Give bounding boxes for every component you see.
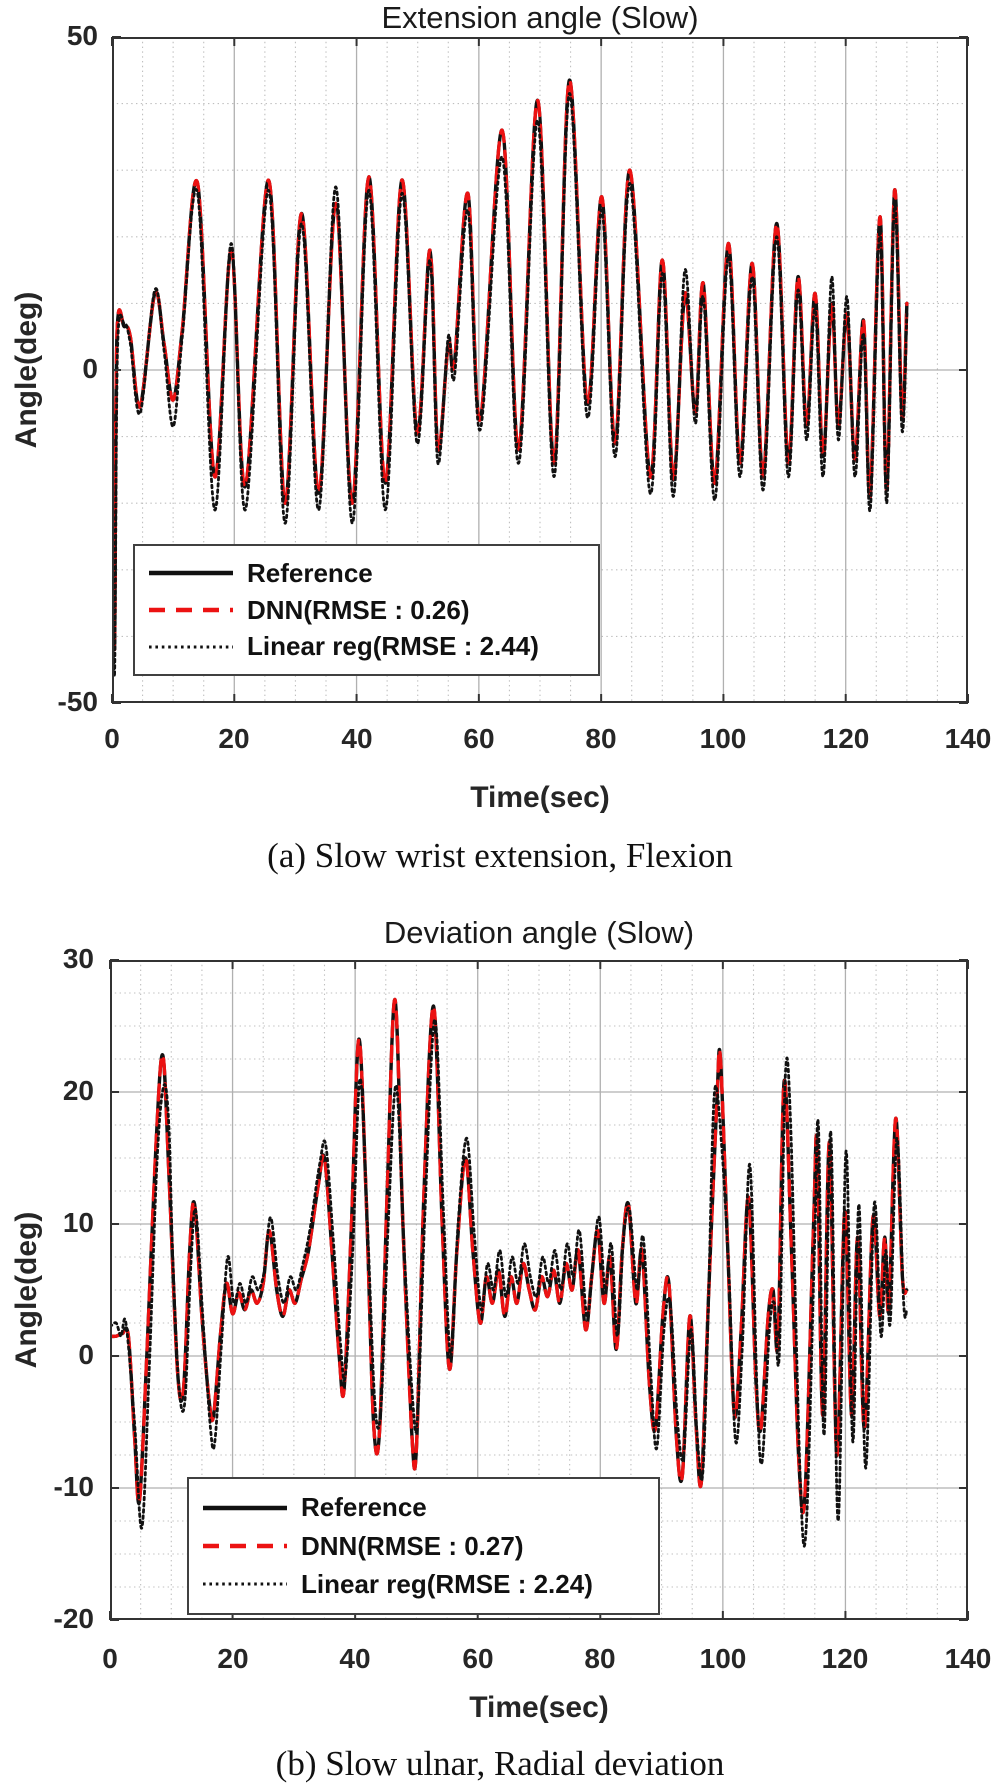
legend-label: Reference — [301, 1492, 427, 1523]
dotted-line-icon — [149, 645, 233, 649]
dashed-line-icon — [149, 607, 233, 613]
x-tick-label: 20 — [218, 723, 250, 754]
legend-label: DNN(RMSE : 0.26) — [247, 594, 470, 625]
legend-b: Reference DNN(RMSE : 0.27) Linear reg(RM… — [187, 1477, 660, 1615]
legend-item-dnn: DNN(RMSE : 0.27) — [199, 1531, 648, 1562]
x-tick-label: 40 — [341, 723, 373, 754]
deviation-angle-chart — [109, 959, 969, 1621]
legend-label: Linear reg(RMSE : 2.24) — [301, 1568, 593, 1599]
dashed-line-icon — [203, 1543, 287, 1549]
series-dotted — [112, 92, 909, 678]
series-dotted — [110, 1018, 909, 1548]
y-axis-label: Angle(deg) — [10, 291, 43, 449]
x-tick-label: 120 — [821, 1643, 869, 1674]
x-tick-label: 0 — [104, 723, 120, 754]
legend-a: Reference DNN(RMSE : 0.26) Linear reg(RM… — [133, 544, 600, 676]
x-tick-label: 140 — [944, 723, 992, 754]
legend-item-linear-reg: Linear reg(RMSE : 2.24) — [199, 1569, 648, 1600]
y-axis-label: Angle(deg) — [10, 1211, 43, 1369]
y-tick-label: 0 — [78, 1339, 94, 1370]
x-tick-label: 100 — [699, 1643, 747, 1674]
legend-item-reference: Reference — [145, 558, 588, 589]
series-dashed — [110, 997, 909, 1515]
x-tick-label: 20 — [217, 1643, 249, 1674]
y-tick-label: -20 — [53, 1603, 94, 1634]
y-tick-label: 30 — [62, 943, 94, 974]
y-tick-label: 50 — [66, 20, 98, 51]
x-tick-label: 120 — [822, 723, 870, 754]
y-tick-label: -50 — [57, 686, 98, 717]
y-tick-label: 20 — [62, 1075, 94, 1106]
x-tick-label: 80 — [584, 1643, 616, 1674]
x-tick-label: 40 — [339, 1643, 371, 1674]
y-tick-label: 10 — [62, 1207, 94, 1238]
x-axis-label: Time(sec) — [469, 1691, 609, 1724]
legend-label: Reference — [247, 557, 373, 588]
legend-item-reference: Reference — [199, 1492, 648, 1523]
legend-item-dnn: DNN(RMSE : 0.26) — [145, 595, 588, 626]
x-tick-label: 0 — [102, 1643, 118, 1674]
x-tick-label: 60 — [462, 1643, 494, 1674]
chart-a-title: Extension angle (Slow) — [381, 0, 699, 35]
x-tick-label: 80 — [585, 723, 617, 754]
caption-b: (b) Slow ulnar, Radial deviation — [275, 1744, 725, 1783]
x-axis-label: Time(sec) — [470, 781, 610, 814]
y-tick-label: 0 — [82, 353, 98, 384]
x-tick-label: 60 — [463, 723, 495, 754]
solid-line-icon — [149, 571, 233, 576]
dotted-line-icon — [203, 1582, 287, 1586]
chart-b-title: Deviation angle (Slow) — [383, 915, 695, 950]
x-tick-label: 140 — [944, 1643, 992, 1674]
legend-label: DNN(RMSE : 0.27) — [301, 1530, 524, 1561]
caption-a: (a) Slow wrist extension, Flexion — [267, 836, 733, 875]
legend-item-linear-reg: Linear reg(RMSE : 2.44) — [145, 631, 588, 662]
legend-label: Linear reg(RMSE : 2.44) — [247, 631, 539, 662]
solid-line-icon — [203, 1505, 287, 1510]
y-tick-label: -10 — [53, 1471, 94, 1502]
x-tick-label: 100 — [699, 723, 747, 754]
